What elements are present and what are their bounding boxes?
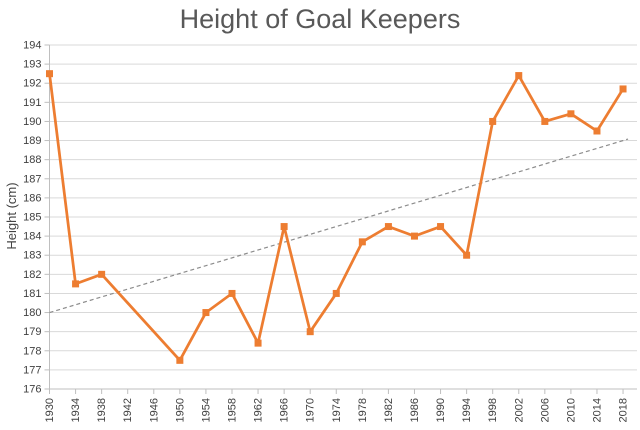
x-tick-label-1946: 1946 <box>148 398 160 422</box>
y-tick-label-189: 189 <box>23 135 41 147</box>
x-tick-label-1986: 1986 <box>409 398 421 422</box>
y-tick-label-192: 192 <box>23 78 41 90</box>
x-tick-label-1950: 1950 <box>174 398 186 422</box>
y-tick-label-194: 194 <box>23 40 41 52</box>
data-point-1970 <box>306 328 314 336</box>
data-point-1950 <box>176 356 184 364</box>
y-tick-label-193: 193 <box>23 59 41 71</box>
y-tick-label-187: 187 <box>23 173 41 185</box>
data-point-1978 <box>358 238 366 246</box>
x-tick-label-1970: 1970 <box>305 398 317 422</box>
y-tick-label-182: 182 <box>23 269 41 281</box>
x-tick-label-1978: 1978 <box>357 398 369 422</box>
x-tick-label-1934: 1934 <box>70 398 82 422</box>
x-tick-label-2018: 2018 <box>618 398 630 422</box>
data-point-1966 <box>280 223 288 231</box>
y-tick-label-186: 186 <box>23 192 41 204</box>
y-axis-title: Height (cm) <box>4 182 19 250</box>
y-tick-label-176: 176 <box>23 384 41 396</box>
data-point-2002 <box>515 72 523 80</box>
x-tick-label-1998: 1998 <box>487 398 499 422</box>
x-axis-tick-labels: 1930 1934 1938 1942 1946 1950 1954 1958 1962 1966… <box>44 398 630 422</box>
series-markers <box>46 70 627 364</box>
y-tick-label-188: 188 <box>23 154 41 166</box>
data-point-1938 <box>98 270 106 278</box>
x-tick-label-2010: 2010 <box>565 398 577 422</box>
data-point-1994 <box>463 251 471 259</box>
data-point-1962 <box>254 339 262 347</box>
x-tick-label-1966: 1966 <box>279 398 291 422</box>
x-tick-label-1962: 1962 <box>253 398 265 422</box>
y-tick-label-181: 181 <box>23 288 41 300</box>
x-tick-label-1974: 1974 <box>331 398 343 422</box>
x-tick-label-2006: 2006 <box>539 398 551 422</box>
y-tick-label-190: 190 <box>23 116 41 128</box>
data-point-1954 <box>202 309 210 317</box>
y-tick-label-179: 179 <box>23 326 41 338</box>
x-tick-label-1958: 1958 <box>226 398 238 422</box>
y-tick-label-185: 185 <box>23 212 41 224</box>
data-point-1998 <box>489 117 497 125</box>
gridlines <box>49 44 637 371</box>
chart-title: Height of Goal Keepers <box>179 4 461 34</box>
data-point-1982 <box>384 223 392 231</box>
data-point-2014 <box>593 127 601 135</box>
y-tick-label-183: 183 <box>23 250 41 262</box>
x-tick-label-1982: 1982 <box>383 398 395 422</box>
x-tick-label-1994: 1994 <box>461 398 473 422</box>
y-axis-ticks <box>44 44 50 390</box>
data-point-1958 <box>228 289 236 297</box>
data-point-2010 <box>567 110 575 118</box>
x-tick-label-1942: 1942 <box>122 398 134 422</box>
data-point-2006 <box>541 117 549 125</box>
x-tick-label-1990: 1990 <box>435 398 447 422</box>
data-point-1986 <box>410 232 418 240</box>
x-tick-label-1938: 1938 <box>96 398 108 422</box>
y-tick-label-191: 191 <box>23 97 41 109</box>
data-point-2018 <box>619 85 627 93</box>
data-point-1930 <box>46 70 53 78</box>
trend-line <box>49 138 629 314</box>
data-point-1974 <box>332 289 340 297</box>
y-tick-label-178: 178 <box>23 345 41 357</box>
data-point-1990 <box>437 223 445 231</box>
y-axis-tick-labels: 176 177 178 179 180 181 182 183 184 185 186 187 188 1… <box>23 40 41 396</box>
y-tick-label-177: 177 <box>23 364 41 376</box>
y-tick-label-184: 184 <box>23 231 41 243</box>
x-axis-ticks <box>49 389 624 394</box>
data-point-1934 <box>72 280 80 288</box>
x-tick-label-2014: 2014 <box>591 398 603 422</box>
x-tick-label-1954: 1954 <box>200 398 212 422</box>
x-tick-label-1930: 1930 <box>44 398 56 422</box>
x-tick-label-2002: 2002 <box>513 398 525 422</box>
y-tick-label-180: 180 <box>23 307 41 319</box>
